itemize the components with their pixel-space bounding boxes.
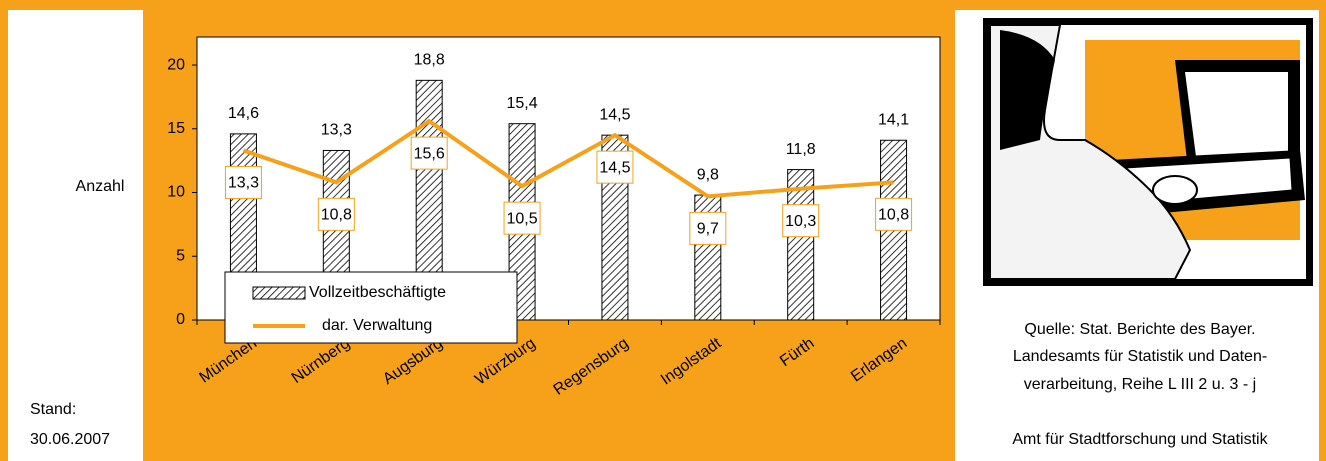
left-panel [8, 10, 143, 461]
y-tick-label: 5 [176, 247, 185, 264]
bar-value-label: 13,3 [321, 122, 352, 139]
line-label-box [689, 211, 727, 245]
legend-label: Vollzeitbeschäftigte [309, 284, 446, 301]
line-label-box [503, 201, 541, 235]
line-label-box [875, 197, 913, 231]
bar-value-label: 14,5 [599, 106, 630, 123]
y-axis-label: Anzahl [76, 178, 125, 195]
bar-value-label: 11,8 [786, 141, 816, 158]
line-value-label: 14,5 [599, 159, 630, 176]
stand-label: Stand: [30, 401, 76, 418]
bar-value-label: 15,4 [506, 95, 537, 112]
line-value-label: 15,6 [414, 145, 445, 162]
y-tick-label: 10 [167, 184, 185, 201]
y-tick-label: 15 [167, 120, 185, 137]
line-value-label: 9,7 [697, 221, 719, 238]
bar-value-label: 18,8 [414, 52, 445, 69]
line-value-label: 10,3 [785, 213, 816, 230]
bar [787, 169, 815, 321]
line-label-box [317, 197, 355, 231]
stand-date: 30.06.2007 [30, 431, 110, 448]
bar-value-label: 14,1 [878, 111, 909, 128]
line [242, 118, 894, 199]
line-label-box [224, 165, 262, 199]
line-value-label: 10,8 [878, 207, 909, 224]
illustration [983, 18, 1313, 286]
line-label-box [782, 204, 820, 238]
legend-label: dar. Verwaltung [322, 317, 432, 334]
y-tick-label: 20 [167, 56, 185, 73]
source-line: Landesamts für Statistik und Daten- [1013, 348, 1267, 365]
legend-swatch [252, 286, 306, 300]
legend [224, 271, 518, 344]
bar-value-label: 14,6 [228, 105, 259, 122]
line-label-box [596, 150, 634, 184]
source-note: Quelle: Stat. Berichte des Bayer. Landes… [1012, 321, 1268, 448]
source-line: Quelle: Stat. Berichte des Bayer. [1024, 321, 1255, 338]
source-line: verarbeitung, Reihe L III 2 u. 3 - j [1024, 376, 1256, 393]
credit: Amt für Stadtforschung und Statistik [1012, 431, 1268, 448]
line-value-label: 10,8 [321, 207, 352, 224]
line-label-box [410, 136, 448, 170]
line-value-label: 10,5 [506, 210, 537, 227]
bar-value-label: 9,8 [697, 166, 719, 183]
line-value-label: 13,3 [228, 175, 259, 192]
y-tick-label: 0 [176, 311, 185, 328]
